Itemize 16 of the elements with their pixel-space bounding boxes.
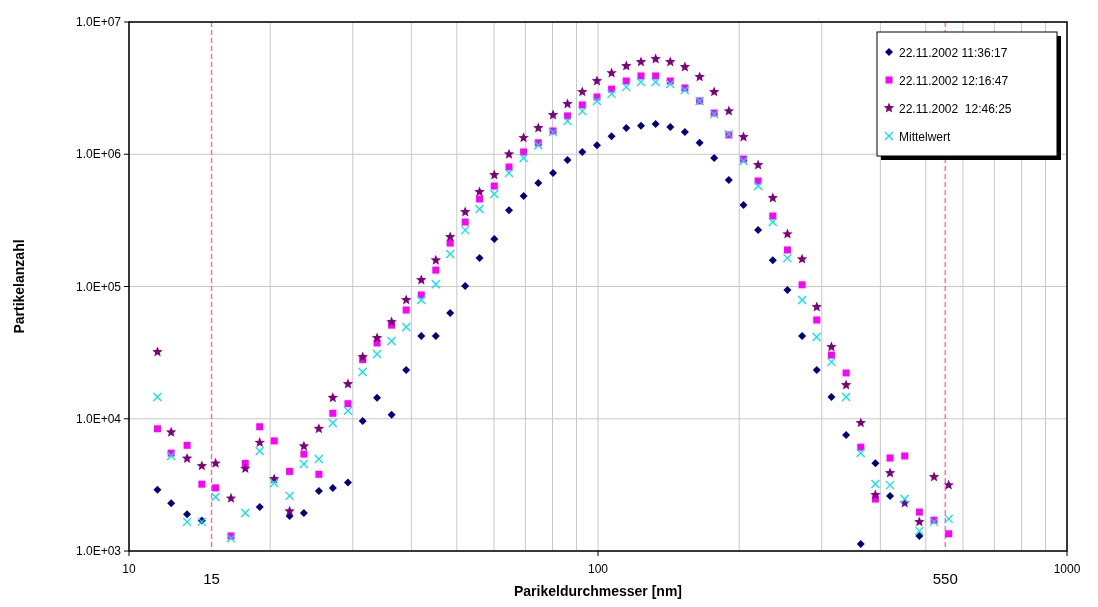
y-tick-label: 1.0E+05 xyxy=(75,279,122,294)
x-tick-label: 100 xyxy=(587,562,609,576)
y-tick-label: 1.0E+07 xyxy=(75,15,122,29)
legend-label: Mittelwert xyxy=(899,130,952,144)
ref-line-label: 15 xyxy=(203,570,220,587)
x-axis-title: Parikeldurchmesser [nm] xyxy=(513,583,683,599)
legend-label: 22.11.2002 11:36:17 xyxy=(899,46,1008,60)
y-tick-label: 1.0E+06 xyxy=(75,147,122,162)
legend-label: 22.11.2002 12:16:47 xyxy=(899,74,1009,88)
x-tick-label: 10 xyxy=(122,562,136,576)
y-tick-label: 1.0E+04 xyxy=(75,411,122,426)
y-axis-title: Partikelanzahl xyxy=(11,239,27,334)
x-tick-label: 1000 xyxy=(1053,562,1081,576)
legend-label: 22.11.2002 12:46:25 xyxy=(899,102,1012,116)
ref-line-label: 550 xyxy=(932,570,958,587)
y-tick-label: 1.0E+03 xyxy=(75,544,122,558)
